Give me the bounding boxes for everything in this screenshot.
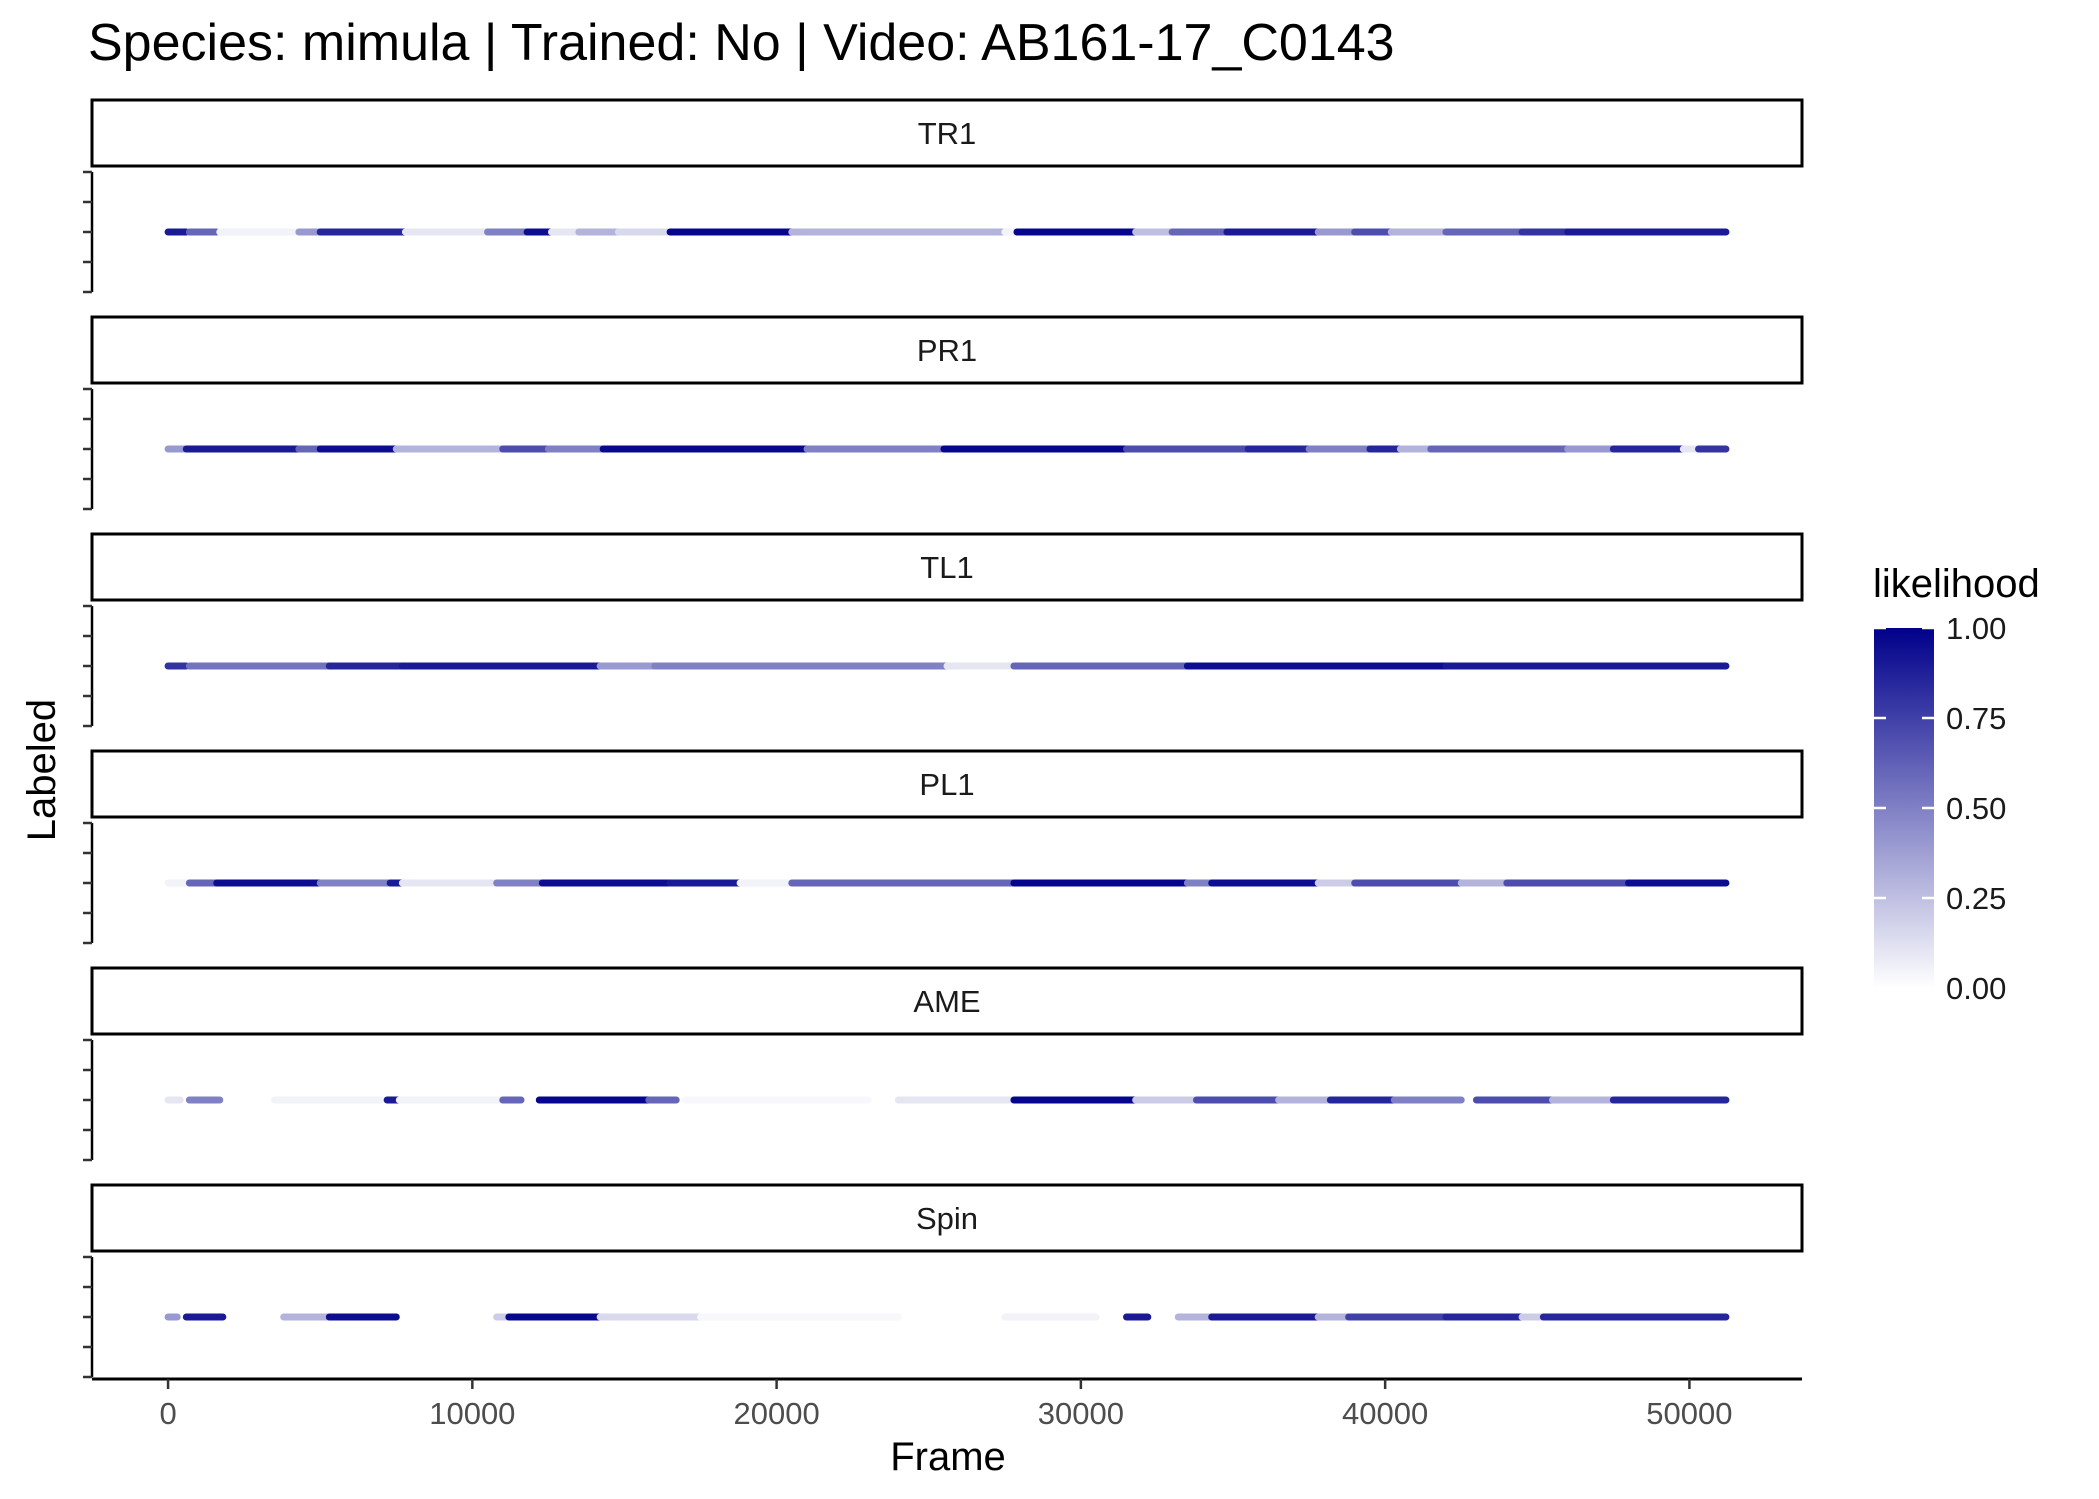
facet-panel-pr1: PR1: [83, 315, 1804, 511]
x-tick-label: 40000: [1342, 1396, 1428, 1431]
facet-panel-pl1: PL1: [83, 749, 1804, 945]
legend-tick-label: 0.50: [1946, 791, 2006, 826]
legend-title: likelihood: [1873, 562, 2040, 606]
legend: likelihood 1.00 0.75 0.50 0.25 0.00: [1873, 562, 2040, 1006]
legend-tick-label: 1.00: [1946, 611, 2006, 646]
legend-tick-label: 0.75: [1946, 701, 2006, 736]
x-tick-label: 50000: [1646, 1396, 1732, 1431]
y-axis-title: Labeled: [20, 699, 64, 841]
facet-panel-ame: AME: [83, 966, 1804, 1162]
facet-label: TL1: [920, 550, 973, 585]
facet-strip: [90, 966, 1804, 1036]
facet-strip: [90, 98, 1804, 168]
x-axis: 0 10000 20000 30000 40000 50000: [92, 1377, 1802, 1431]
facet-strip: [90, 1183, 1804, 1253]
facet-label: Spin: [916, 1201, 978, 1236]
facet-strip: [90, 315, 1804, 385]
facet-label: TR1: [918, 116, 977, 151]
facet-panel-tl1: TL1: [83, 532, 1804, 728]
x-tick-label: 30000: [1038, 1396, 1124, 1431]
facet-panel-spin: Spin: [83, 1183, 1804, 1379]
legend-tick-label: 0.00: [1946, 971, 2006, 1006]
x-tick-label: 20000: [733, 1396, 819, 1431]
facet-strip: [90, 532, 1804, 602]
facet-strip: [90, 749, 1804, 819]
x-tick-label: 10000: [429, 1396, 515, 1431]
x-axis-title: Frame: [890, 1435, 1006, 1479]
x-tick-label: 0: [159, 1396, 176, 1431]
chart-title: Species: mimula | Trained: No | Video: A…: [88, 14, 1395, 72]
facet-panel-tr1: TR1: [83, 98, 1804, 294]
facet-label: PR1: [917, 333, 977, 368]
facet-label: AME: [913, 984, 980, 1019]
facet-panels: TR1 PR1 TL1 PL1 AME Spin: [83, 98, 1804, 1379]
facet-label: PL1: [919, 767, 974, 802]
legend-tick-label: 0.25: [1946, 881, 2006, 916]
